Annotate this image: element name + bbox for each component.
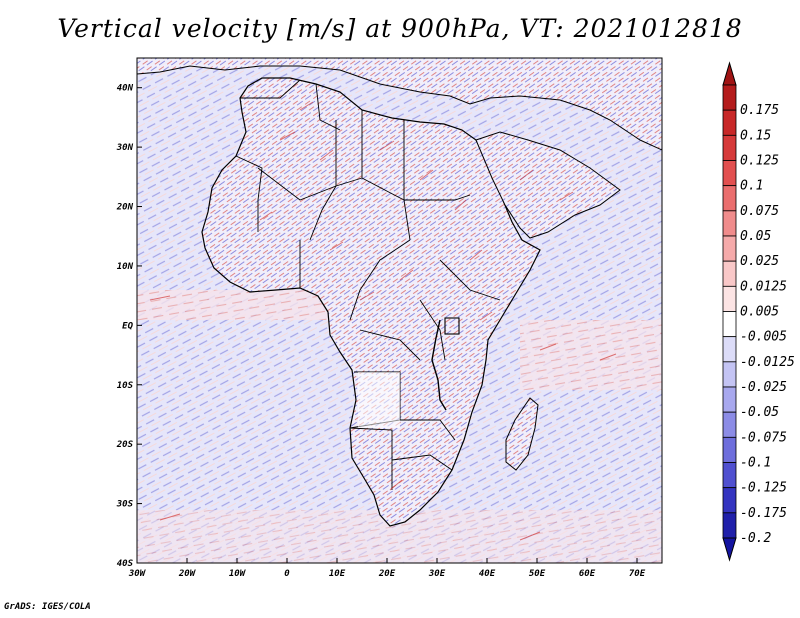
colorbar-swatch bbox=[722, 512, 737, 539]
lat-tick-label: EQ bbox=[122, 321, 133, 331]
colorbar-swatch bbox=[722, 336, 737, 363]
vertical-velocity-field bbox=[137, 58, 662, 563]
colorbar-level-label: -0.2 bbox=[740, 531, 771, 546]
colorbar-swatch bbox=[722, 285, 737, 312]
colorbar-level-label: 0.075 bbox=[740, 204, 779, 219]
colorbar-level-label: 0.125 bbox=[740, 154, 779, 169]
lat-tick-label: 40S bbox=[117, 559, 134, 569]
lat-tick-label: 30S bbox=[116, 500, 134, 510]
colorbar-swatch bbox=[722, 134, 737, 161]
colorbar-swatch bbox=[722, 260, 737, 287]
lon-tick-label: 60E bbox=[579, 569, 596, 579]
colorbar-level-label: -0.175 bbox=[740, 506, 787, 521]
colorbar-swatch bbox=[722, 487, 737, 514]
footer-credit: GrADS: IGES/COLA bbox=[4, 602, 91, 612]
colorbar-level-label: -0.075 bbox=[740, 430, 787, 445]
lat-tick-label: 10N bbox=[117, 262, 134, 272]
lat-tick-label: 40N bbox=[117, 84, 134, 94]
lon-tick-label: 30E bbox=[428, 569, 446, 579]
madagascar bbox=[505, 397, 539, 471]
lon-tick-label: 20W bbox=[178, 569, 197, 579]
colorbar-swatch bbox=[722, 411, 737, 438]
lat-tick-label: 10S bbox=[117, 381, 134, 391]
latitude-axis: 40N 30N 20N 10N EQ 10S 20S 30S 40S bbox=[116, 84, 142, 569]
colorbar-level-label: 0.05 bbox=[740, 229, 771, 244]
south-central-calm-area bbox=[358, 372, 400, 428]
lat-tick-label: 20N bbox=[116, 203, 134, 213]
indian-ocean-band bbox=[520, 320, 662, 390]
lon-tick-label: 10E bbox=[329, 569, 346, 579]
lon-tick-label: 10W bbox=[229, 569, 247, 579]
colorbar-level-label: -0.005 bbox=[740, 330, 787, 345]
colorbar-swatch bbox=[722, 462, 737, 489]
colorbar-level-label: -0.0125 bbox=[740, 355, 795, 370]
colorbar-swatch bbox=[722, 109, 737, 136]
plot-title: Vertical velocity [m/s] at 900hPa, VT: 2… bbox=[57, 14, 743, 43]
lat-tick-label: 30N bbox=[116, 143, 134, 153]
colorbar-swatch bbox=[722, 84, 737, 111]
colorbar-top-arrow bbox=[722, 61, 737, 86]
lon-tick-label: 0 bbox=[284, 569, 290, 579]
colorbar-level-label: 0.0125 bbox=[740, 279, 787, 294]
colorbar-bottom-arrow bbox=[722, 537, 737, 562]
colorbar-swatch bbox=[722, 160, 737, 187]
arabian-peninsula bbox=[475, 131, 621, 239]
east-african-lakes bbox=[431, 319, 447, 411]
colorbar-swatch bbox=[722, 235, 737, 262]
colorbar-level-label: -0.025 bbox=[740, 380, 787, 395]
colorbar: 0.175 0.15 0.125 0.1 0.075 0.05 0.025 0.0125 0.0… bbox=[722, 61, 795, 562]
plot-frame bbox=[136, 57, 663, 564]
colorbar-swatch bbox=[722, 386, 737, 413]
red-noise-streaks bbox=[149, 101, 617, 541]
colorbar-level-label: 0.1 bbox=[740, 179, 763, 194]
colorbar-swatch bbox=[722, 185, 737, 212]
longitude-axis: 30W 20W 10W 0 10E 20E 30E 40E 50E 60E 70E bbox=[128, 558, 646, 579]
colorbar-level-label: -0.125 bbox=[740, 481, 787, 496]
lon-tick-label: 30W bbox=[128, 569, 147, 579]
colorbar-level-label: -0.05 bbox=[740, 405, 779, 420]
equatorial-atlantic-band bbox=[137, 290, 337, 320]
lon-tick-label: 70E bbox=[629, 569, 646, 579]
lon-tick-label: 20E bbox=[378, 569, 396, 579]
colorbar-swatch bbox=[722, 210, 737, 237]
colorbar-level-label: 0.175 bbox=[740, 103, 779, 118]
lat-tick-label: 20S bbox=[116, 440, 134, 450]
europe-mideast-land bbox=[137, 58, 662, 151]
colorbar-level-label: 0.005 bbox=[740, 305, 779, 320]
colorbar-level-label: 0.15 bbox=[740, 128, 771, 143]
colorbar-level-label: -0.1 bbox=[740, 456, 771, 471]
country-borders bbox=[235, 79, 501, 490]
colorbar-swatch bbox=[722, 311, 737, 338]
lon-tick-label: 40E bbox=[479, 569, 496, 579]
colorbar-level-label: 0.025 bbox=[740, 254, 779, 269]
colorbar-swatch bbox=[722, 436, 737, 463]
lon-tick-label: 50E bbox=[529, 569, 546, 579]
colorbar-swatch bbox=[722, 361, 737, 388]
lake-victoria bbox=[444, 317, 460, 335]
